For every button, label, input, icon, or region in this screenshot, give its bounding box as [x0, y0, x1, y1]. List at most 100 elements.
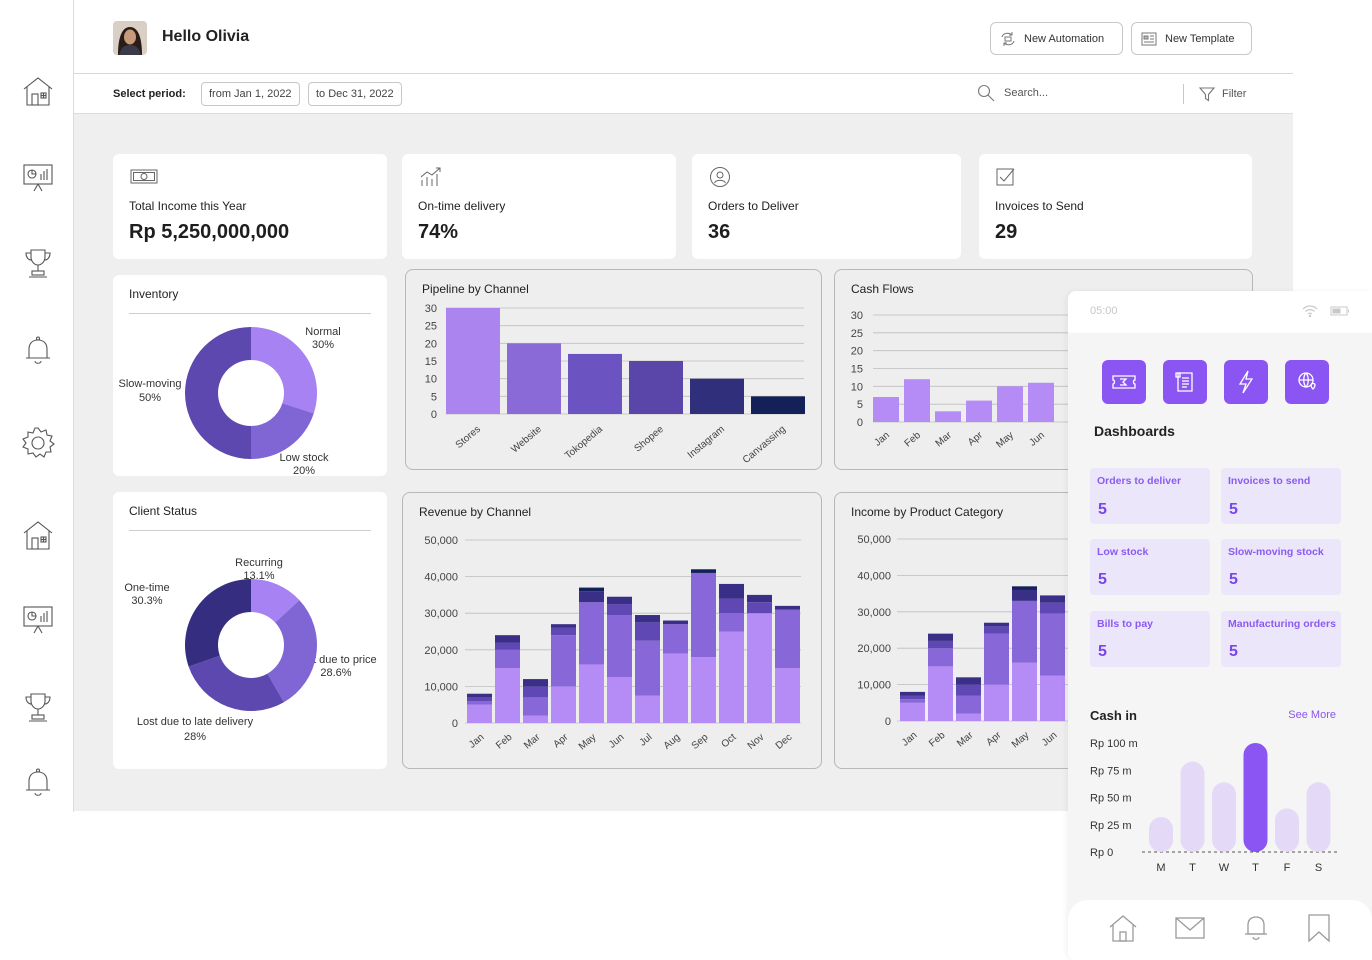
app-receipt-button[interactable]	[1163, 360, 1207, 404]
tile-slow-moving-stock[interactable]: Slow-moving stock 5	[1221, 539, 1341, 595]
new-template-label: New Template	[1165, 32, 1235, 45]
bar-tokopedia	[568, 353, 622, 414]
kpi-card-orders[interactable]: Orders to Deliver 36	[692, 154, 961, 259]
client-status-title: Client Status	[129, 504, 198, 518]
pipeline-bar-chart: 0 5 10 15 20 25 30 Stores Website Tokopedia Shopee…	[425, 303, 805, 466]
label-lost-late: Lost due to late delivery	[137, 716, 254, 728]
sidebar	[0, 0, 74, 812]
search-box[interactable]: Search...	[976, 83, 1048, 103]
y-tick-label: Rp 50 m	[1090, 793, 1132, 805]
kpi-label: On-time delivery	[418, 199, 506, 213]
y-tick-label: 20	[425, 338, 437, 350]
trophy-icon[interactable]	[19, 244, 57, 282]
header: Hello Olivia New Automation New Template	[74, 0, 1293, 74]
app-sigma-button[interactable]	[1102, 360, 1146, 404]
x-tick-label: Jul	[638, 732, 655, 749]
presentation-icon[interactable]	[19, 600, 57, 638]
battery-icon	[1330, 306, 1349, 316]
app-lightning-button[interactable]	[1224, 360, 1268, 404]
x-tick-label: Feb	[903, 430, 924, 450]
bar-segment-apr-c	[984, 626, 1009, 634]
y-tick-label: 50,000	[424, 535, 458, 547]
date-from-picker[interactable]: from Jan 1, 2022	[201, 82, 300, 106]
bar-segment-feb-c	[495, 642, 520, 650]
tile-value: 5	[1098, 501, 1107, 518]
y-tick-label: 50,000	[857, 534, 891, 546]
kpi-value: 29	[995, 221, 1018, 243]
bell-icon[interactable]	[1242, 913, 1270, 943]
tile-manufacturing-orders[interactable]: Manufacturing orders 5	[1221, 611, 1341, 667]
kpi-label: Orders to Deliver	[708, 199, 799, 213]
bar-segment-sep-b	[691, 572, 716, 658]
tile-bills-to-pay[interactable]: Bills to pay 5	[1090, 611, 1210, 667]
bar-segment-jan-b	[900, 699, 925, 703]
donut-slice-0	[251, 579, 300, 623]
tile-orders-to-deliver[interactable]: Orders to deliver 5	[1090, 468, 1210, 524]
kpi-card-invoices[interactable]: Invoices to Send 29	[979, 154, 1252, 259]
y-tick-label: 15	[425, 356, 437, 368]
bar-segment-may-b	[579, 602, 604, 665]
x-tick-label: Jun	[1040, 730, 1059, 749]
date-to-picker[interactable]: to Dec 31, 2022	[308, 82, 402, 106]
label-normal: Normal	[305, 326, 340, 338]
mobile-bottom-nav	[1068, 900, 1372, 960]
bar-segment-jun-d	[607, 596, 632, 605]
dashboards-title: Dashboards	[1094, 423, 1175, 439]
x-tick-label: Mar	[934, 429, 955, 449]
revenue-card: Revenue by Channel 0 10,000 20,000 30,000 40…	[402, 492, 822, 769]
income-category-title: Income by Product Category	[851, 505, 1004, 519]
bar-segment-jun-b	[607, 615, 632, 678]
bar-shopee	[629, 361, 683, 414]
kpi-card-delivery[interactable]: On-time delivery 74%	[402, 154, 676, 259]
y-tick-label: Rp 25 m	[1090, 820, 1132, 832]
search-icon	[977, 84, 995, 102]
x-tick-label: Jan	[900, 730, 919, 749]
donut-slice-1	[267, 600, 317, 703]
y-tick-label: 40,000	[424, 572, 458, 584]
money-icon	[130, 169, 158, 184]
bar-segment-jun-b	[1040, 613, 1065, 676]
avatar[interactable]	[113, 21, 147, 55]
bar-segment-jan-a	[467, 704, 492, 723]
presentation-icon[interactable]	[19, 158, 57, 196]
bell-icon[interactable]	[19, 764, 57, 802]
bar-segment-dec-b	[775, 609, 800, 669]
bar-segment-may-a	[579, 664, 604, 723]
mail-icon[interactable]	[1174, 916, 1206, 940]
see-more-link[interactable]: See More	[1288, 709, 1336, 721]
bar-segment-jan-c	[467, 697, 492, 702]
cash-flows-bar-chart: 0 5 10 15 20 25 30 Jan Feb Mar Apr May Jun	[851, 310, 1254, 450]
tile-invoices-to-send[interactable]: Invoices to send 5	[1221, 468, 1341, 524]
home-icon[interactable]	[19, 516, 57, 554]
bar-segment-nov-c	[747, 602, 772, 614]
bar-segment-jan-d	[467, 693, 492, 698]
bar-instagram	[690, 378, 744, 414]
bar-segment-jan-c	[900, 695, 925, 700]
trophy-icon[interactable]	[19, 688, 57, 726]
search-input[interactable]: Search...	[1004, 87, 1049, 99]
new-automation-button[interactable]: New Automation	[990, 22, 1123, 55]
bar-segment-jul-d	[635, 615, 660, 623]
bar-segment-jul-b	[635, 640, 660, 696]
kpi-card-income[interactable]: Total Income this Year Rp 5,250,000,000	[113, 154, 387, 259]
label-one-time: One-time	[124, 582, 169, 594]
home-icon[interactable]	[19, 72, 57, 110]
home-icon[interactable]	[1108, 914, 1138, 942]
bar-apr	[966, 400, 992, 422]
bar-jan	[873, 397, 899, 422]
tile-low-stock[interactable]: Low stock 5	[1090, 539, 1210, 595]
x-tick-label: T	[1189, 862, 1196, 874]
filter-button[interactable]: Filter	[1198, 85, 1246, 103]
bar-segment-jul-a	[635, 695, 660, 723]
bar-segment-apr-d	[984, 622, 1009, 627]
new-template-button[interactable]: New Template	[1131, 22, 1252, 55]
x-tick-label: Oct	[719, 732, 738, 751]
tile-label: Invoices to send	[1228, 475, 1311, 487]
bell-icon[interactable]	[19, 332, 57, 370]
mobile-time: 05:00	[1090, 305, 1118, 317]
x-tick-label: Instagram	[686, 424, 727, 461]
x-tick-label: Feb	[927, 730, 948, 750]
app-globe-button[interactable]	[1285, 360, 1329, 404]
bookmark-icon[interactable]	[1306, 913, 1332, 943]
gear-icon[interactable]	[19, 424, 57, 462]
